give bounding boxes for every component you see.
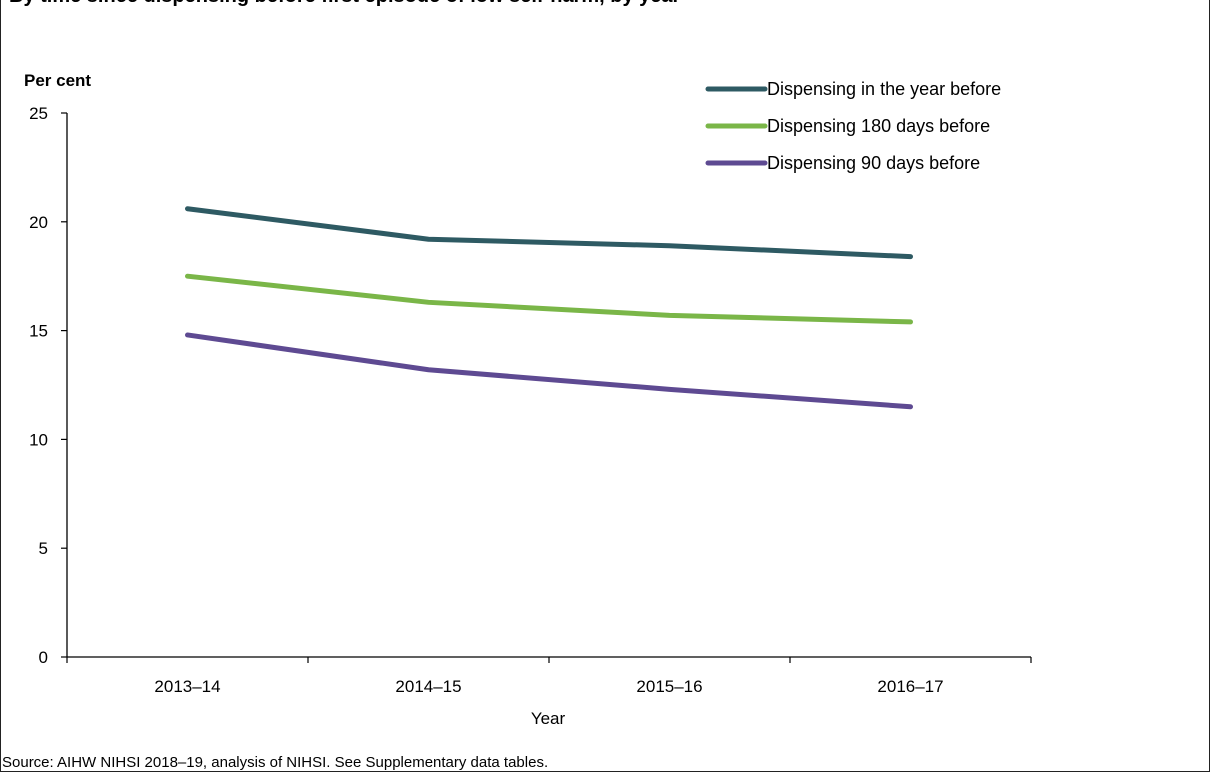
line-chart: Per cent 0 5 10 15 20 25 2013–14 2014–15 2015–1…	[24, 71, 1032, 728]
x-axis-title: Year	[531, 709, 566, 728]
series-lines	[185, 206, 913, 410]
axes	[61, 112, 1032, 663]
legend-label-3: Dispensing 90 days before	[767, 153, 980, 173]
chart-title: By time since dispensing before first ep…	[9, 0, 680, 8]
series-line-2	[185, 273, 913, 325]
source-note: Source: AIHW NIHSI 2018–19, analysis of …	[2, 754, 549, 771]
x-tick-labels: 2013–14 2014–15 2015–16 2016–17	[154, 677, 943, 696]
legend-label-2: Dispensing 180 days before	[767, 116, 990, 136]
y-tick-label: 5	[39, 539, 48, 558]
x-tick-label: 2013–14	[154, 677, 220, 696]
y-tick-labels: 0 5 10 15 20 25	[29, 104, 48, 667]
y-axis-title: Per cent	[24, 71, 91, 90]
y-tick-label: 10	[29, 430, 48, 449]
legend-label-1: Dispensing in the year before	[767, 79, 1001, 99]
y-tick-label: 20	[29, 213, 48, 232]
series-line-3	[185, 332, 913, 410]
y-tick-label: 15	[29, 322, 48, 341]
legend: Dispensing in the year before Dispensing …	[705, 79, 1001, 173]
x-tick-label: 2015–16	[636, 677, 702, 696]
y-tick-label: 25	[29, 104, 48, 123]
series-line-1	[185, 206, 913, 260]
x-tick-label: 2016–17	[877, 677, 943, 696]
x-tick-label: 2014–15	[395, 677, 461, 696]
y-tick-label: 0	[39, 648, 48, 667]
